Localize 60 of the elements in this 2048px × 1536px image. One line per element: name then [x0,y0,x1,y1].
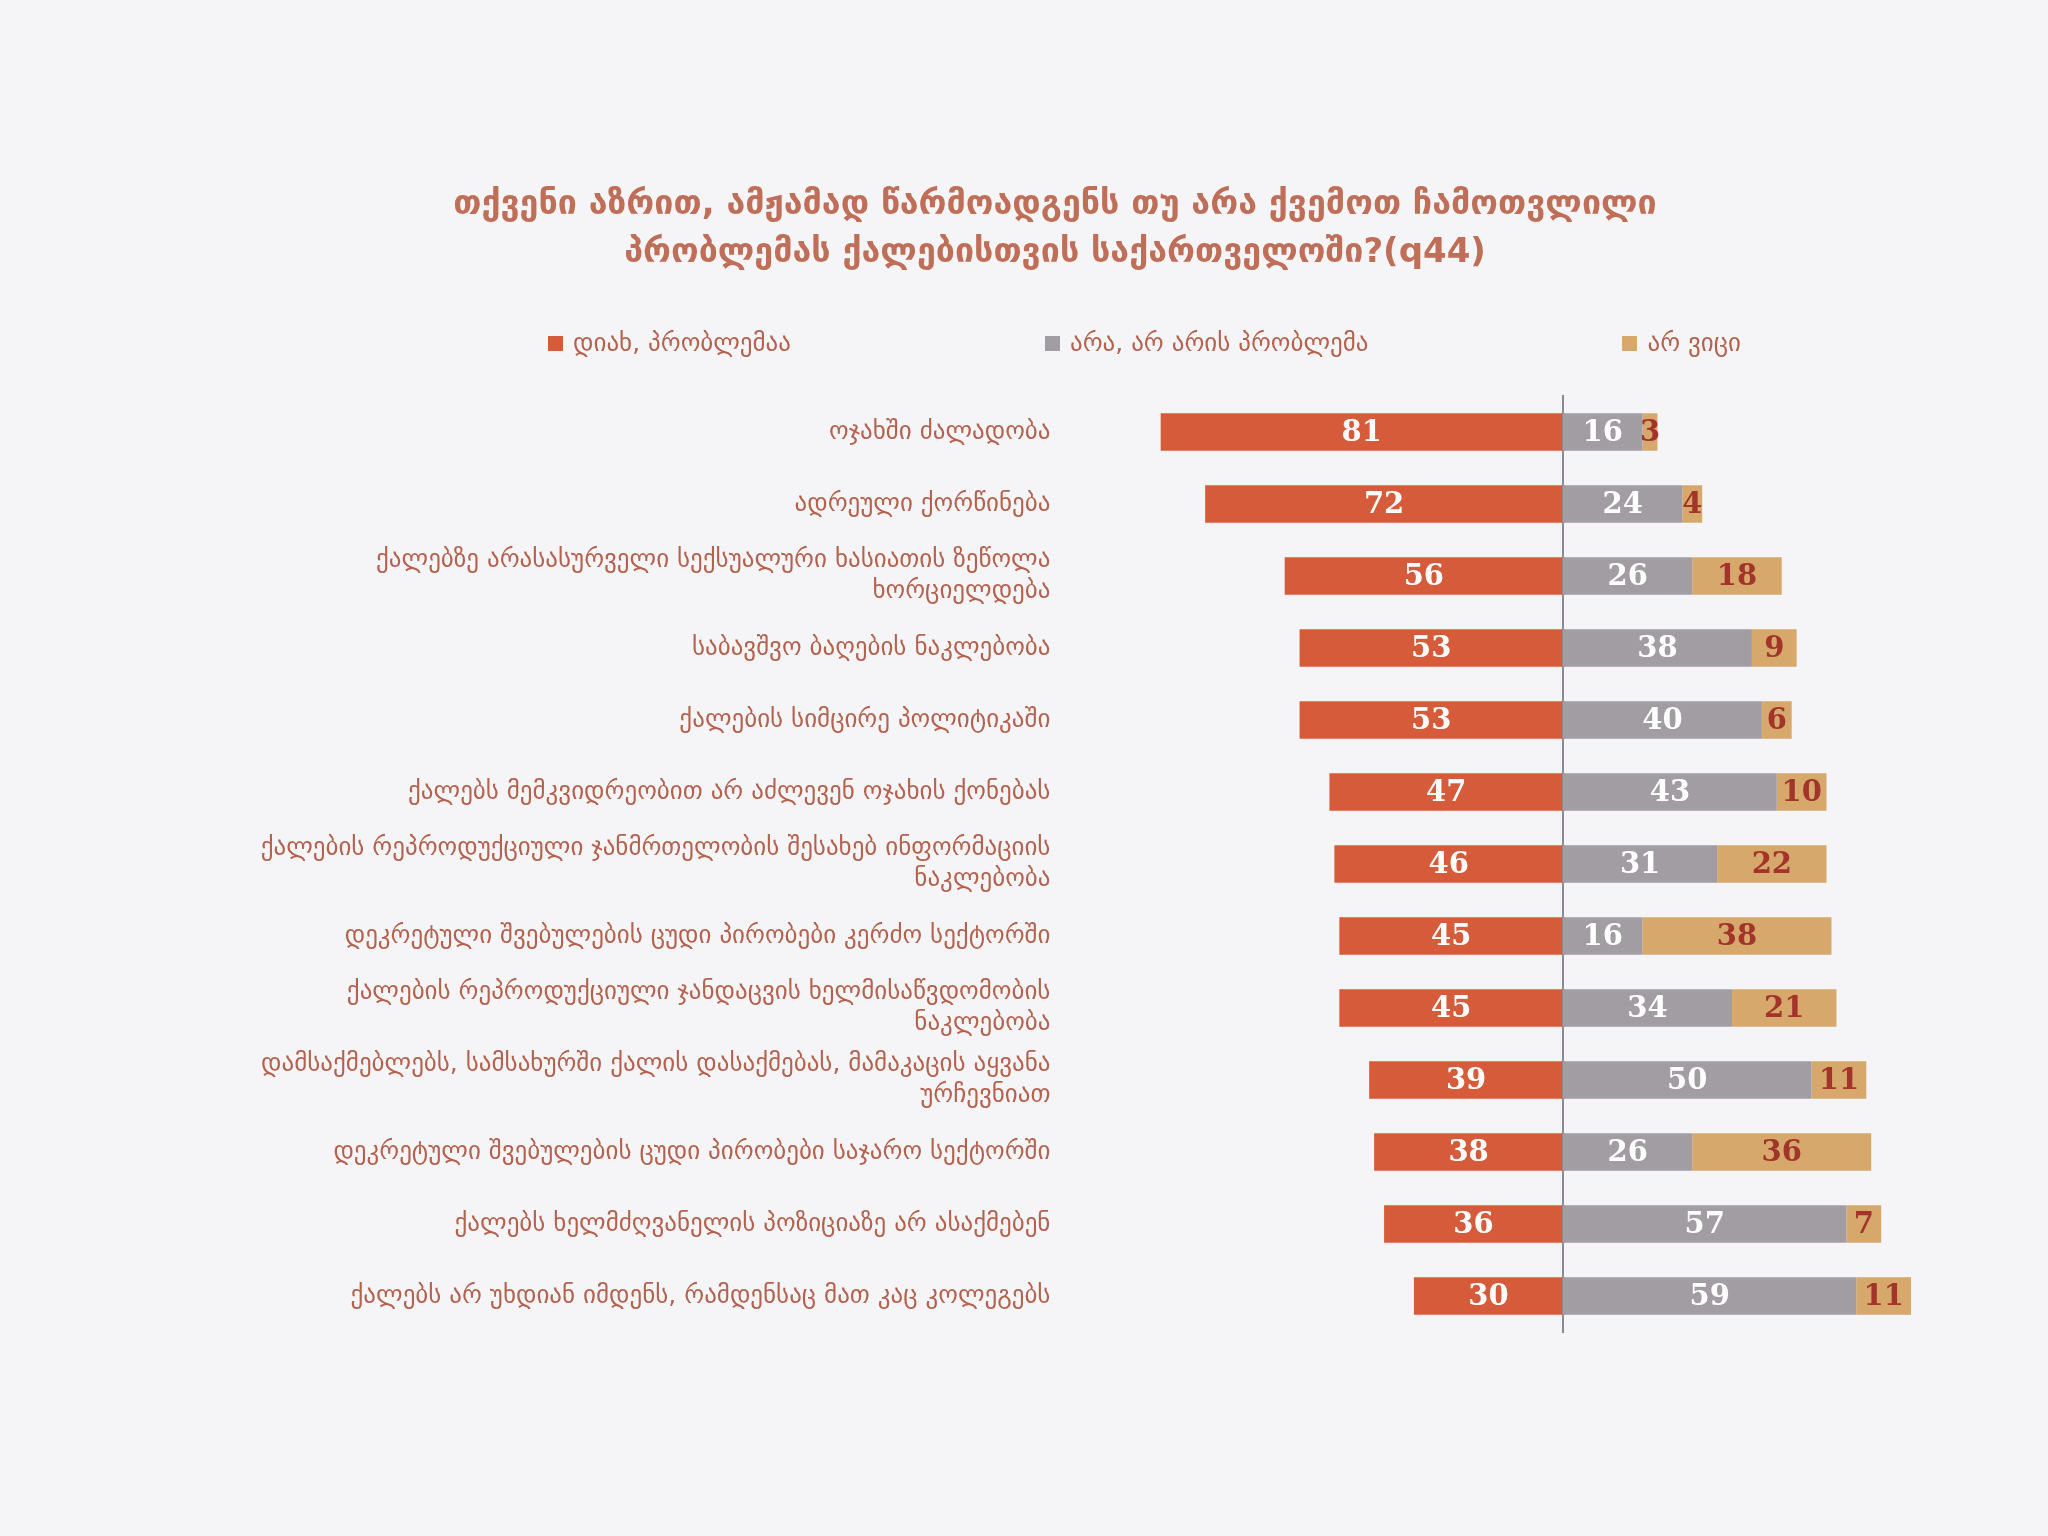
bar [1692,1133,1872,1171]
data-label: 36 [1453,1205,1494,1240]
y-tick-label: დეკრეტული შვებულების ცუდი პირობები კერძო სექტორში [344,919,1051,949]
data-label: 59 [1689,1277,1730,1312]
data-label: 56 [1403,557,1445,592]
y-tick-label: დამსაქმებლებს, სამსახურში ქალის დასაქმებას, მამაკაცის აყვანა ურჩევნიათ [261,1047,1051,1109]
y-tick-label: საბავშვო ბაღების ნაკლებობა [691,631,1051,661]
data-label: 50 [1667,1061,1708,1096]
data-label: 4 [1682,485,1703,520]
y-tick-label: ოჯახში ძალადობა [829,415,1051,445]
bar [1732,989,1837,1027]
data-label: 57 [1684,1205,1725,1240]
data-label: 26 [1607,557,1648,592]
data-label: 7 [1853,1205,1874,1240]
data-label: 53 [1411,701,1452,736]
data-label: 22 [1751,845,1792,880]
data-label: 46 [1428,845,1469,880]
data-label: 43 [1649,773,1691,808]
data-label: 11 [1818,1061,1860,1096]
y-tick-label: ქალების სიმცირე პოლიტიკაში [679,703,1051,733]
data-label: 10 [1781,773,1822,808]
data-label: 21 [1764,989,1805,1024]
data-label: 53 [1411,629,1452,664]
data-label: 39 [1445,1061,1487,1096]
y-tick-label: ქალებს მემკვიდრეობით არ აძლევენ ოჯახის ქონებას [408,775,1051,805]
data-label: 72 [1363,485,1405,520]
data-label: 36 [1761,1133,1802,1168]
data-label: 31 [1619,845,1661,880]
data-label: 9 [1764,629,1785,664]
data-label: 24 [1602,485,1643,520]
data-label: 38 [1448,1133,1489,1168]
chart-title: თქვენი აზრით, ამჟამად წარმოადგენს თუ არა ქვემოთ ჩამოთვლილი პრობლემას ქალებისთვის საქართველოში?(q44) [452,181,1658,272]
y-tick-label: ქალებს არ უხდიან იმდენს, რამდენსაც მათ კაც კოლეგებს [350,1279,1051,1309]
bar [1846,1205,1882,1243]
y-tick-label: ქალების რეპროდუქციული ჯანდაცვის ხელმისაწვდომობის ნაკლებობა [346,975,1051,1037]
data-label: 16 [1582,413,1623,448]
y-tick-label: ქალებზე არასასურველი სექსუალური ხასიათის ზეწოლა ხორციელდება [376,543,1051,605]
legend-label: დიახ, პრობლემაა [573,328,791,358]
data-label: 6 [1766,701,1787,736]
data-label: 40 [1642,701,1683,736]
data-label: 38 [1637,629,1678,664]
data-label: 45 [1431,917,1472,952]
bar [1717,845,1827,883]
bar [1642,917,1832,955]
data-label: 34 [1627,989,1668,1024]
y-tick-label: დეკრეტული შვებულების ცუდი პირობები საჯარო სექტორში [333,1135,1051,1165]
legend-label: არა, არ არის პრობლემა [1069,328,1369,358]
data-label: 45 [1431,989,1472,1024]
y-tick-label: ქალებს ხელმძღვანელის პოზიციაზე არ ასაქმებენ [454,1207,1051,1237]
y-tick-label: ქალების რეპროდუქციული ჯანმრთელობის შესახებ ინფორმაციის ნაკლებობა [260,831,1051,893]
data-label: 26 [1607,1133,1648,1168]
data-label: 11 [1863,1277,1904,1312]
data-label: 16 [1582,917,1623,952]
data-label: 81 [1341,413,1382,448]
data-label: 47 [1426,773,1467,808]
data-label: 38 [1716,917,1758,952]
legend-label: არ ვიცი [1647,328,1742,358]
data-label: 18 [1716,557,1758,592]
data-label: 30 [1468,1277,1509,1312]
y-tick-label: ადრეული ქორწინება [794,487,1051,517]
